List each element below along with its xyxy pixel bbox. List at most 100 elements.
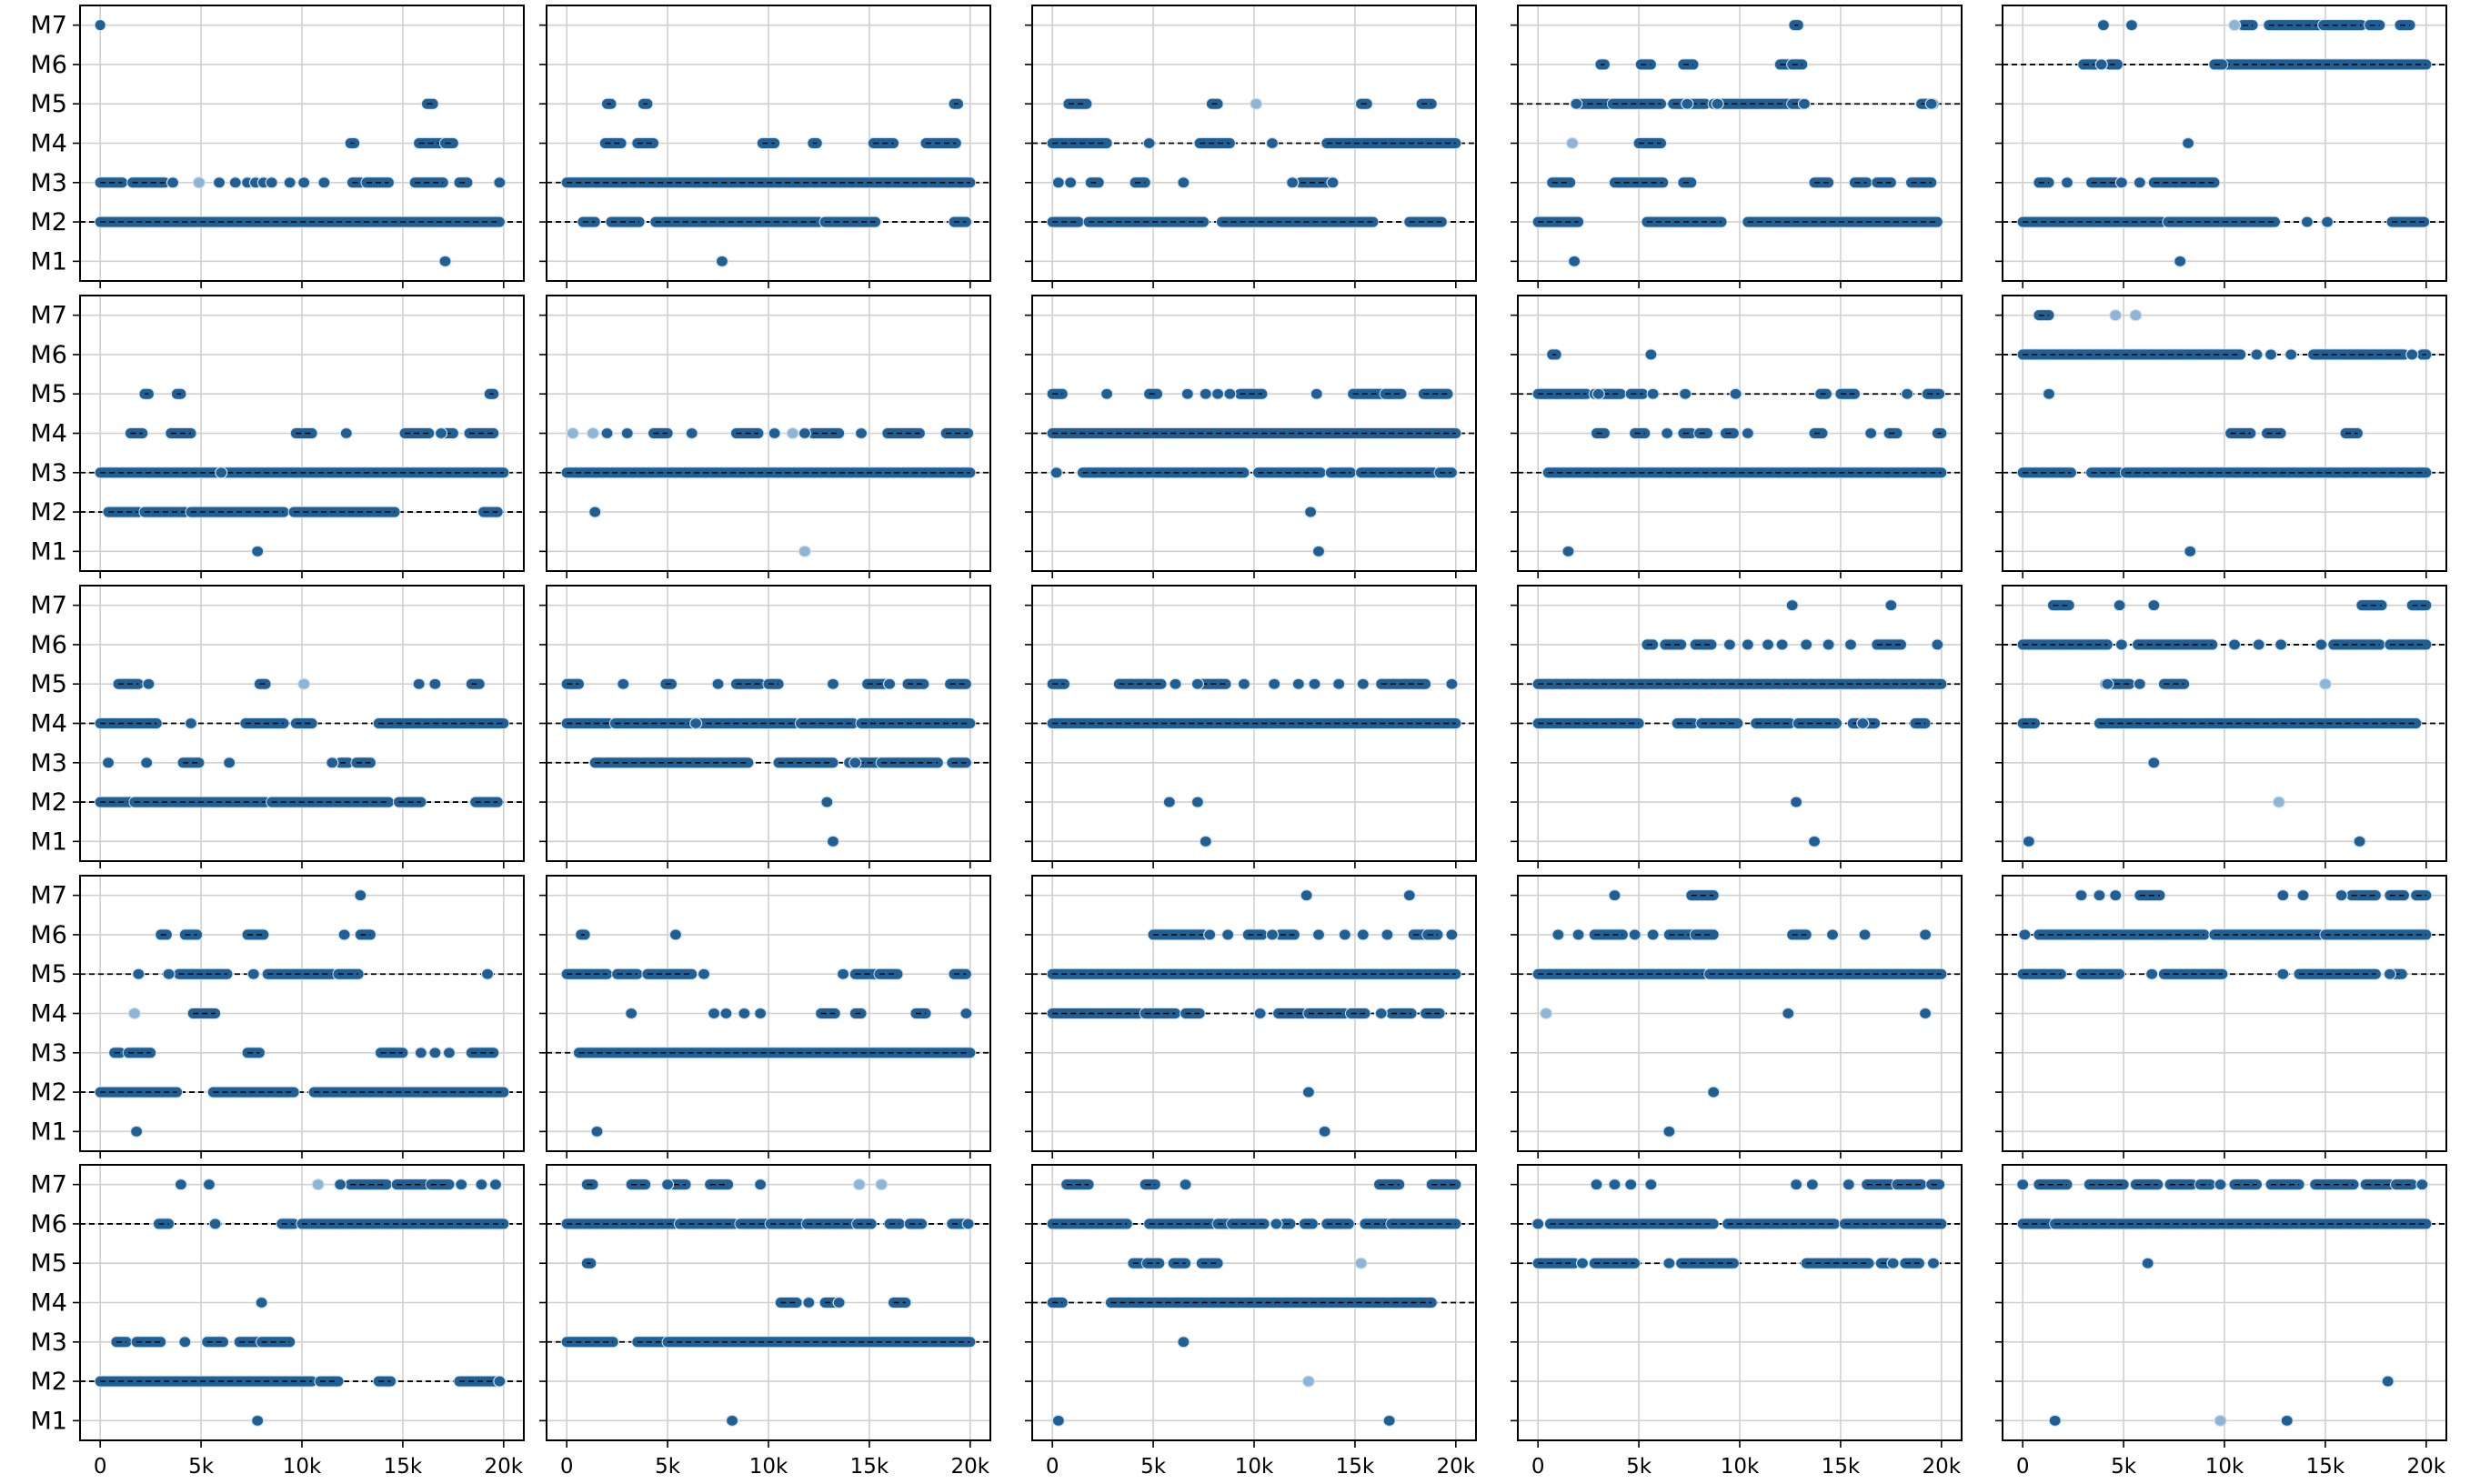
panel-plot-area — [2003, 599, 2446, 847]
marker-point-M5 — [1308, 677, 1321, 690]
marker-run-M6 — [2384, 638, 2433, 651]
marker-point-M1 — [2174, 255, 2187, 267]
marker-point-M7 — [1785, 599, 1799, 612]
marker-point-M7 — [1884, 599, 1898, 612]
marker-run-M4 — [1193, 137, 1236, 149]
y-tick-label: M7 — [31, 592, 67, 620]
panel-plot-area — [2003, 309, 2446, 557]
marker-run-M4 — [881, 427, 926, 439]
marker-point-M5 — [297, 677, 311, 690]
y-tick-label: M3 — [31, 169, 67, 197]
marker-point-M6 — [1644, 348, 1658, 361]
x-tick-label: 0 — [1531, 1455, 1545, 1479]
x-tick-label: 20k — [951, 1455, 990, 1479]
marker-point-M5 — [882, 677, 897, 690]
y-tick-label: M6 — [31, 51, 67, 79]
marker-point-M3 — [212, 176, 226, 189]
marker-point-M3 — [192, 176, 206, 189]
marker-point-M7 — [1179, 1178, 1192, 1191]
panel-plot-area — [1032, 1178, 1476, 1427]
marker-point-M4 — [1565, 136, 1579, 150]
marker-point-M5 — [1797, 97, 1812, 110]
marker-point-M3 — [317, 176, 331, 189]
marker-point-M2 — [1162, 796, 1176, 808]
marker-point-M4 — [798, 426, 812, 440]
marker-point-M1 — [1561, 545, 1575, 557]
marker-point-M3 — [215, 466, 228, 479]
marker-run-M4 — [1344, 1008, 1371, 1019]
marker-point-M3 — [1051, 176, 1065, 189]
marker-run-M4 — [289, 717, 318, 729]
x-tick-label: 15k — [850, 1455, 889, 1479]
marker-run-M5 — [1921, 387, 1946, 400]
marker-point-M5 — [1354, 1257, 1368, 1269]
panel-plot-area — [1032, 889, 1476, 1138]
panel-plot-area — [80, 677, 524, 808]
marker-point-M7 — [1590, 1178, 1603, 1191]
panel-r1c2 — [539, 5, 991, 288]
x-tick-label: 15k — [384, 1455, 423, 1479]
panel-plot-area — [1518, 889, 1962, 1138]
panel-plot-area — [2003, 19, 2446, 267]
marker-run-M4 — [2339, 427, 2364, 439]
marker-point-M3 — [2133, 176, 2146, 189]
marker-run-M6 — [178, 928, 204, 941]
marker-point-M4 — [1265, 136, 1280, 150]
marker-point-M4 — [802, 1296, 816, 1309]
marker-point-M1 — [725, 1414, 739, 1427]
y-tick-label: M5 — [31, 90, 67, 118]
marker-run-M3 — [350, 757, 377, 769]
marker-point-M5 — [2276, 968, 2290, 980]
panel-plot-area — [80, 19, 524, 267]
y-tick-label: M6 — [31, 631, 67, 659]
marker-run-M5 — [1834, 387, 1861, 400]
marker-point-M5 — [2141, 1257, 2154, 1269]
panel-plot-area — [2003, 889, 2446, 980]
marker-point-M6 — [1858, 928, 1872, 941]
panel-plot-area — [547, 1178, 990, 1427]
marker-point-M5 — [1901, 387, 1914, 400]
x-tick-label: 10k — [749, 1455, 788, 1479]
panels-grid: M1 M2 M3 M4 M5 M6 M7 M1 M2 M3 M4 M5 M6 M7 M1 M2 M3 M4 M5 M6… — [31, 5, 2447, 1479]
marker-point-M5 — [2383, 968, 2396, 980]
marker-run-M7 — [704, 1178, 735, 1191]
marker-point-M5 — [1332, 677, 1346, 690]
marker-point-M5 — [1681, 97, 1694, 110]
marker-point-M4 — [625, 1007, 638, 1020]
panel-r2c2 — [539, 295, 991, 578]
panel-r5c3: 0 5k 10k 15k 20k — [1025, 1164, 1477, 1479]
marker-run-M2 — [818, 216, 882, 228]
marker-run-M2 — [577, 216, 601, 228]
marker-point-M3 — [140, 757, 154, 769]
marker-point-M6 — [208, 1218, 222, 1230]
marker-run-M5 — [1046, 677, 1070, 690]
marker-run-M4 — [1180, 1008, 1206, 1019]
marker-run-M3 — [1433, 466, 1458, 479]
marker-run-M6 — [2016, 348, 2247, 361]
marker-run-M4 — [774, 1297, 803, 1309]
marker-run-M3 — [772, 757, 839, 769]
marker-point-M7 — [354, 889, 367, 902]
marker-point-M2 — [2300, 216, 2314, 228]
marker-point-M6 — [1571, 928, 1585, 941]
marker-point-M4 — [768, 426, 781, 440]
marker-point-M7 — [1608, 889, 1622, 902]
marker-run-M7 — [2046, 599, 2075, 612]
marker-point-M5 — [412, 677, 426, 690]
marker-point-M5 — [617, 677, 630, 690]
y-tick-label: M4 — [31, 1000, 67, 1028]
marker-point-M3 — [1326, 176, 1340, 189]
marker-point-M6 — [1445, 928, 1459, 941]
marker-point-M4 — [719, 1007, 733, 1020]
marker-point-M6 — [1551, 928, 1565, 941]
marker-point-M6 — [1931, 638, 1944, 651]
marker-run-M5 — [560, 677, 585, 690]
marker-point-M7 — [660, 1178, 675, 1191]
marker-run-M5 — [948, 968, 972, 980]
marker-point-M4 — [566, 426, 579, 440]
x-tick-label: 10k — [1235, 1455, 1274, 1479]
panel-r2c3 — [1025, 295, 1477, 578]
y-tick-label: M5 — [31, 1249, 67, 1278]
marker-run-M6 — [2016, 638, 2114, 651]
y-tick-label: M4 — [31, 130, 67, 158]
